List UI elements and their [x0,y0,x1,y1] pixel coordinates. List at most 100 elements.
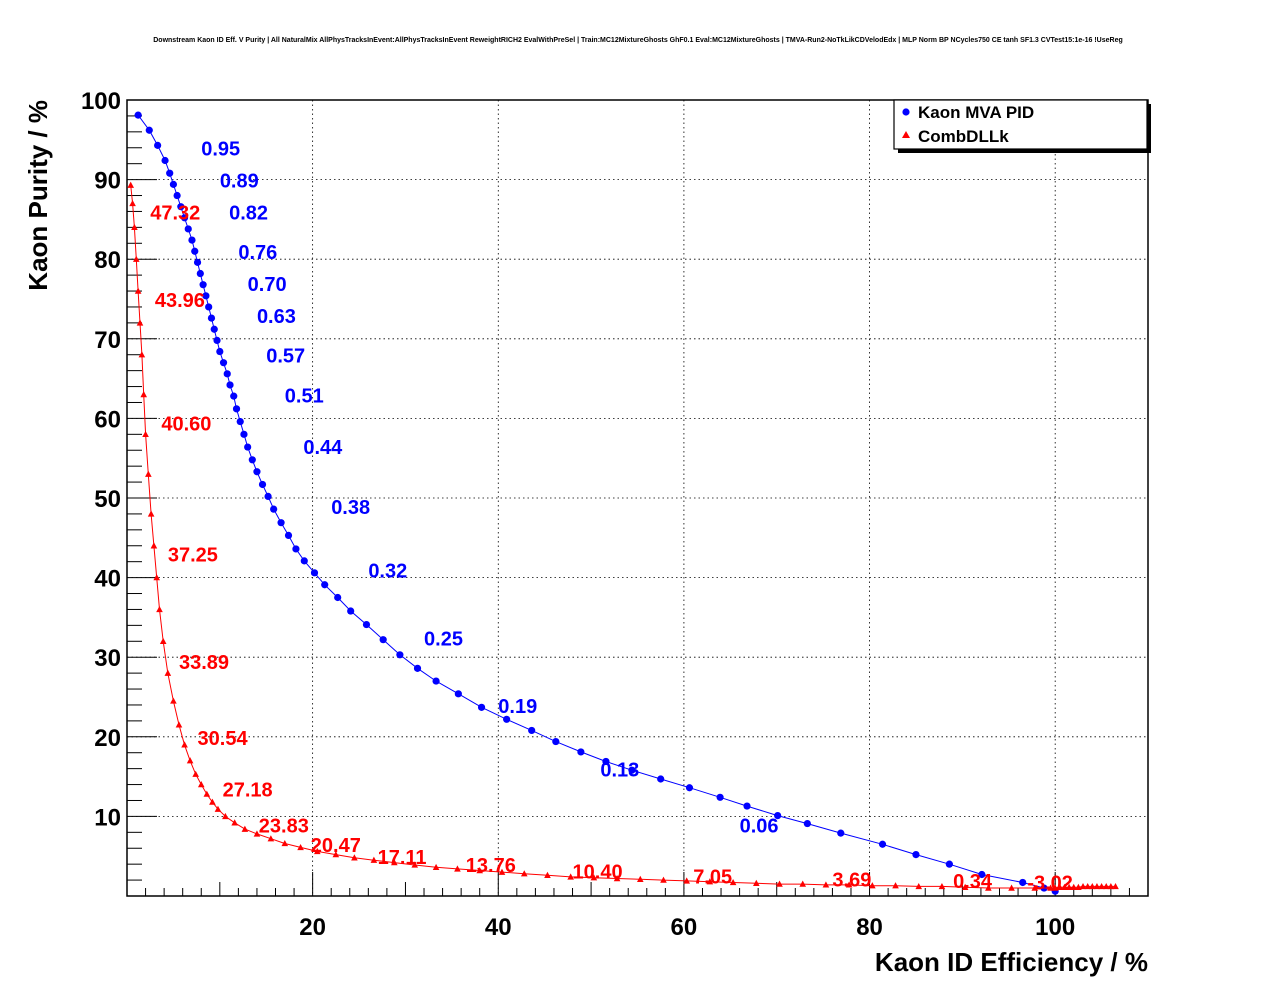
point-label-kaon-mva-pid: 0.25 [424,628,463,650]
data-point-kaon-mva-pid [223,370,231,378]
data-point-combdllk [192,770,199,777]
data-point-combdllk [140,391,148,398]
data-point-combdllk [590,874,598,881]
y-tick-label: 30 [94,645,121,672]
point-label-combdllk: 27.18 [223,780,273,802]
point-label-kaon-mva-pid: 0.76 [238,242,277,264]
data-point-combdllk [498,868,506,875]
data-point-combdllk [683,877,690,884]
data-point-combdllk [544,871,551,879]
data-point-kaon-mva-pid [207,314,216,322]
data-point-combdllk [1051,884,1059,891]
data-point-kaon-mva-pid [134,111,142,119]
data-point-kaon-mva-pid [193,258,202,266]
point-label-kaon-mva-pid: 0.51 [285,385,324,407]
y-tick-label: 80 [94,247,121,274]
data-point-kaon-mva-pid [161,156,169,165]
data-point-combdllk [892,882,899,889]
point-label-kaon-mva-pid: 0.63 [257,306,296,328]
data-point-kaon-mva-pid [774,812,782,820]
data-point-kaon-mva-pid [202,292,210,300]
data-point-combdllk [253,830,261,837]
ticks-layer: 20 40 60 80 100 10 20 30 40 50 60 70 80 90 100 [81,88,1130,941]
point-label-combdllk: 20.47 [311,835,361,857]
data-point-kaon-mva-pid [145,126,153,134]
data-point-combdllk [147,510,155,517]
data-point-kaon-mva-pid [180,214,189,222]
data-point-combdllk [776,880,783,887]
data-point-combdllk [1075,883,1082,890]
point-label-kaon-mva-pid: 0.19 [498,696,537,718]
data-point-combdllk [1047,884,1054,891]
y-tick-label: 90 [94,168,121,195]
data-point-combdllk [753,879,760,886]
data-point-combdllk [132,255,140,262]
data-point-combdllk [1084,882,1091,890]
data-point-combdllk [938,882,946,890]
point-labels-layer: 0.95 0.89 0.82 0.76 0.70 0.63 0.57 0.51 0.44 0.38… [150,139,1073,895]
x-tick-label: 40 [485,914,512,941]
data-point-kaon-mva-pid [173,191,181,200]
data-point-kaon-mva-pid [253,468,261,476]
grid-layer [127,100,1148,896]
point-label-combdllk: 40.60 [161,413,211,435]
legend-label-kaon-mva-pid: Kaon MVA PID [918,103,1034,122]
data-point-kaon-mva-pid [184,225,192,233]
data-point-combdllk [129,199,136,207]
point-label-kaon-mva-pid: 0.13 [600,760,639,782]
point-label-kaon-mva-pid: 0.44 [303,437,343,459]
data-point-combdllk [1112,882,1119,890]
data-point-kaon-mva-pid [803,819,811,828]
data-point-combdllk [476,867,484,874]
data-point-kaon-mva-pid [244,443,252,451]
data-point-combdllk [131,223,138,231]
data-point-combdllk [351,854,358,861]
data-point-combdllk [636,875,644,882]
data-point-kaon-mva-pid [277,519,285,527]
data-point-kaon-mva-pid [978,870,986,879]
data-point-combdllk [454,865,461,872]
data-point-combdllk [186,757,194,764]
data-point-combdllk [181,741,188,748]
point-label-combdllk: -3.02 [1027,873,1073,895]
data-point-combdllk [961,883,969,890]
data-point-kaon-mva-pid [413,664,422,672]
data-point-combdllk [613,874,621,882]
chart-title: Downstream Kaon ID Eff. V Purity | All N… [153,37,1122,44]
data-point-combdllk [313,847,321,855]
point-label-kaon-mva-pid: 0.82 [229,202,268,224]
data-point-kaon-mva-pid [213,336,221,344]
y-tick-label: 20 [94,725,121,752]
point-label-combdllk: 10.40 [573,861,623,883]
point-label-kaon-mva-pid: 0.32 [368,561,407,583]
data-point-combdllk [136,319,144,326]
data-point-kaon-mva-pid [169,180,178,188]
data-point-kaon-mva-pid [226,381,234,389]
data-point-kaon-mva-pid [528,726,536,735]
data-point-kaon-mva-pid [577,748,585,756]
data-point-kaon-mva-pid [657,775,665,783]
data-point-kaon-mva-pid [177,203,185,211]
legend-box [893,99,1148,150]
data-point-kaon-mva-pid [1019,878,1027,887]
data-point-kaon-mva-pid [258,480,267,489]
data-point-kaon-mva-pid [292,545,300,553]
data-point-combdllk [150,542,158,549]
data-point-combdllk [1079,882,1087,890]
data-point-kaon-mva-pid [602,757,610,766]
data-point-combdllk [138,351,146,358]
data-point-kaon-mva-pid [264,492,272,501]
data-point-kaon-mva-pid [191,247,199,255]
data-point-combdllk [391,859,398,866]
data-point-kaon-mva-pid [552,737,560,746]
point-label-combdllk: 33.89 [179,652,229,674]
data-point-kaon-mva-pid [248,456,256,464]
data-point-kaon-mva-pid [432,677,440,685]
data-point-combdllk [1102,882,1110,890]
data-point-kaon-mva-pid [503,715,511,723]
y-tick-label: 10 [94,804,121,831]
x-tick-label: 60 [671,914,698,941]
data-point-kaon-mva-pid [210,325,218,333]
data-point-kaon-mva-pid [878,840,887,848]
